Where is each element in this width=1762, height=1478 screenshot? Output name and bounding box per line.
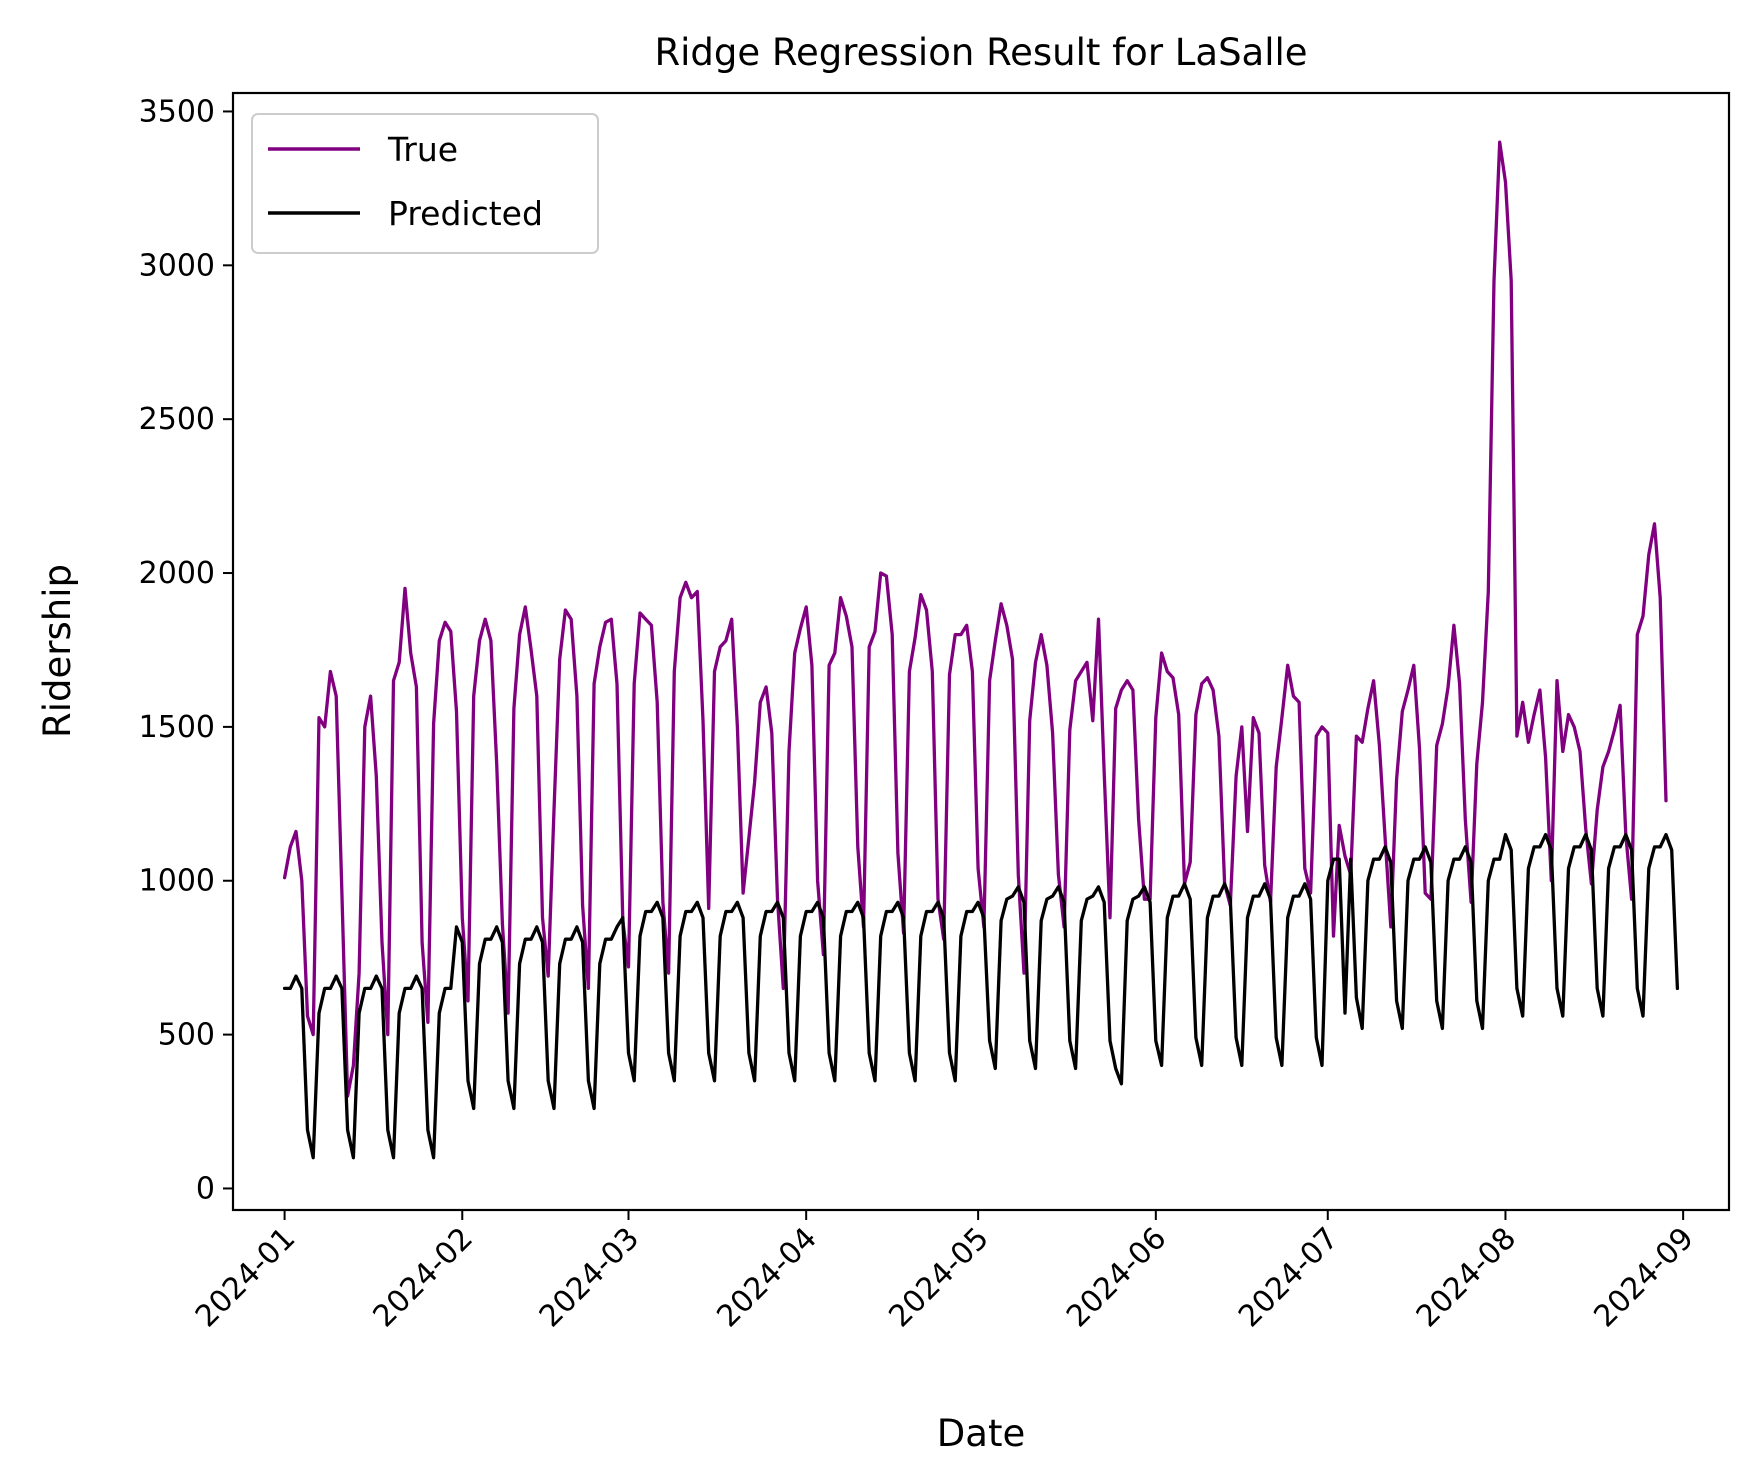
y-tick-label: 3500 xyxy=(139,94,215,129)
y-tick-label: 3000 xyxy=(139,248,215,283)
plot-series xyxy=(282,140,1680,1160)
y-tick-label: 1000 xyxy=(139,864,215,899)
y-tick-label: 2500 xyxy=(139,402,215,437)
y-tick-label: 500 xyxy=(158,1018,215,1053)
legend-label-true: True xyxy=(387,130,458,169)
legend: True Predicted xyxy=(251,113,599,254)
series-line-true xyxy=(282,140,1668,1098)
x-axis-label: Date xyxy=(937,1412,1025,1455)
legend-label-predicted: Predicted xyxy=(388,194,543,233)
chart-title: Ridge Regression Result for LaSalle xyxy=(654,31,1307,74)
plot-area-frame xyxy=(231,91,1731,1212)
series-line-predicted xyxy=(282,832,1680,1160)
y-axis: 0 500 1000 1500 2000 2500 3000 3500 xyxy=(139,94,233,1206)
y-tick-label: 0 xyxy=(196,1171,215,1206)
y-tick-label: 2000 xyxy=(139,556,215,591)
y-tick-label: 1500 xyxy=(139,710,215,745)
y-axis-label: Ridership xyxy=(36,564,79,738)
